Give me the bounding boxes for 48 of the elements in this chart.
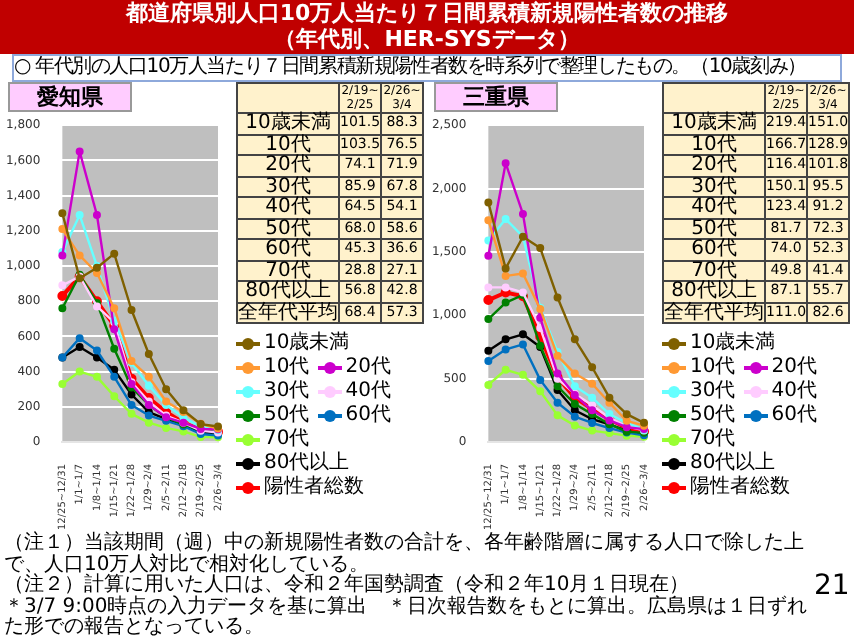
chart-title: 三重県 bbox=[434, 82, 558, 112]
text: 全年代平均 bbox=[237, 301, 339, 324]
text: 20代 bbox=[265, 154, 311, 177]
legend-label: 60代 bbox=[771, 404, 817, 426]
legend-label: 20代 bbox=[345, 356, 391, 378]
text: 10代 bbox=[265, 133, 311, 156]
legend-label: 10歳未満 bbox=[264, 332, 350, 354]
legend-label: 50代 bbox=[690, 404, 736, 426]
legend-label: 70代 bbox=[264, 428, 310, 450]
text: （注１）当該期間（週）中の新規陽性者数の合計を、各年齢階層に属する人口で除した上で、人口10万人対比で相対化している。 bbox=[4, 532, 806, 575]
text: ＊3/7 9:00時点の入力データを基に算出 ＊日次報告数をもとに算出。広島県は１日ずれた形での報告となっている。 bbox=[4, 595, 810, 639]
text: 全年代平均 bbox=[663, 301, 765, 324]
text: 10歳未満 bbox=[671, 112, 757, 135]
legend-label: 60代 bbox=[345, 404, 391, 426]
text: 40代 bbox=[265, 196, 311, 219]
legend-label: 10歳未満 bbox=[690, 332, 776, 354]
legend-label: 80代以上 bbox=[264, 452, 350, 474]
legend-label: 10代 bbox=[264, 356, 310, 378]
text: 50代 bbox=[691, 217, 737, 240]
legend-label: 70代 bbox=[690, 428, 736, 450]
legend-label: 40代 bbox=[771, 380, 817, 402]
legend-label: 50代 bbox=[264, 404, 310, 426]
text: 30代 bbox=[265, 175, 311, 198]
text: 30代 bbox=[691, 175, 737, 198]
legend-label: 80代以上 bbox=[690, 452, 776, 474]
legend-label: 20代 bbox=[771, 356, 817, 378]
legend-label: 40代 bbox=[345, 380, 391, 402]
legend-label: 10代 bbox=[690, 356, 736, 378]
text: 50代 bbox=[265, 217, 311, 240]
text: 60代 bbox=[265, 238, 311, 261]
text: 60代 bbox=[691, 238, 737, 261]
text: 80代以上 bbox=[245, 280, 331, 303]
legend-label: 陽性者総数 bbox=[264, 476, 364, 498]
text: 21 bbox=[814, 570, 850, 602]
text: 20代 bbox=[691, 154, 737, 177]
text: 都道府県別人口10万人当たり７日間累積新規陽性者数の推移 bbox=[123, 0, 731, 27]
text: （注２）計算に用いた人口は、令和２年国勢調査（令和２年10月１日現在） bbox=[4, 574, 692, 596]
text: （年代別、HER-SYSデータ） bbox=[272, 25, 582, 52]
legend-label: 陽性者総数 bbox=[690, 476, 790, 498]
text: 40代 bbox=[691, 196, 737, 219]
text: 70代 bbox=[265, 259, 311, 282]
text: 80代以上 bbox=[671, 280, 757, 303]
text: 10代 bbox=[691, 133, 737, 156]
legend-label: 30代 bbox=[690, 380, 736, 402]
text: 70代 bbox=[691, 259, 737, 282]
legend-label: 30代 bbox=[264, 380, 310, 402]
text: 10歳未満 bbox=[245, 112, 331, 135]
chart-title: 愛知県 bbox=[8, 82, 132, 112]
